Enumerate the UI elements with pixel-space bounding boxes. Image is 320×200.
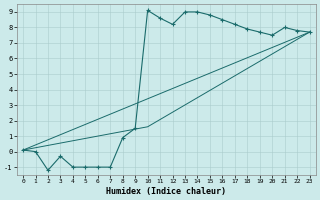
- X-axis label: Humidex (Indice chaleur): Humidex (Indice chaleur): [106, 187, 226, 196]
